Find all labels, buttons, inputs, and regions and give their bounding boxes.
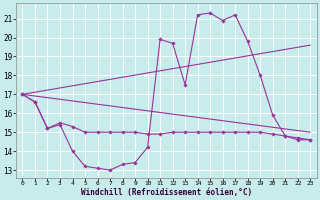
X-axis label: Windchill (Refroidissement éolien,°C): Windchill (Refroidissement éolien,°C) (81, 188, 252, 197)
